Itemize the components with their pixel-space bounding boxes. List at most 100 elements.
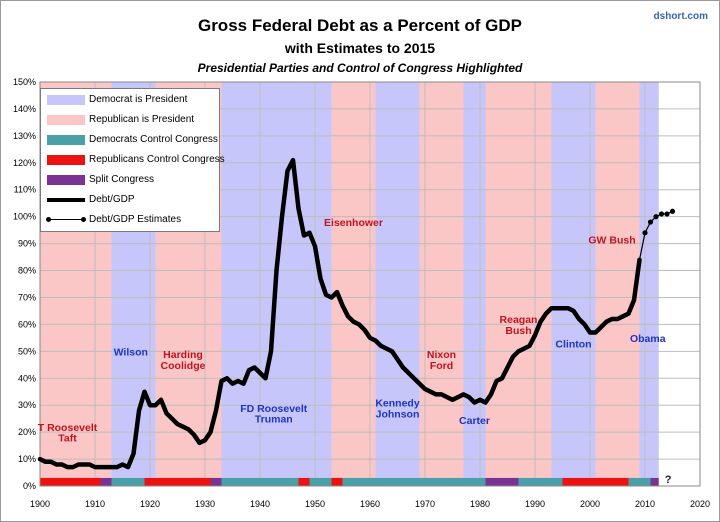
president-band-d xyxy=(375,82,420,478)
legend-item-democrat-congress: Democrats Control Congress xyxy=(41,131,219,149)
congress-band-s xyxy=(210,477,222,486)
president-band-r xyxy=(595,82,640,478)
estimate-point xyxy=(658,211,665,217)
y-tick-label: 50% xyxy=(18,346,36,356)
president-label: GW Bush xyxy=(588,235,635,247)
legend-item-debt-estimates: Debt/GDP Estimates xyxy=(41,211,219,229)
legend-swatch-democrat-president xyxy=(47,95,85,105)
legend-label: Democrats Control Congress xyxy=(89,134,218,145)
president-label: Harding xyxy=(163,349,203,361)
estimate-point xyxy=(664,211,670,217)
president-band-d xyxy=(639,82,659,478)
congress-band-d xyxy=(309,477,332,486)
legend-label: Democrat is President xyxy=(89,94,188,105)
president-band-r xyxy=(331,82,376,478)
president-label: Kennedy xyxy=(375,398,420,410)
president-label: Taft xyxy=(58,433,77,445)
x-tick-label: 1920 xyxy=(140,499,160,509)
y-tick-label: 120% xyxy=(13,158,36,168)
y-tick-label: 110% xyxy=(14,185,36,195)
legend-swatch-republican-president xyxy=(47,115,85,125)
congress-band-r xyxy=(40,477,101,486)
president-label: Wilson xyxy=(114,346,148,358)
legend-swatch-estimate-line xyxy=(47,219,85,220)
x-tick-label: 1940 xyxy=(250,499,270,509)
y-tick-label: 20% xyxy=(18,427,36,437)
legend-item-republican-congress: Republicans Control Congress xyxy=(41,151,225,169)
y-tick-label: 80% xyxy=(18,266,36,276)
president-label: Truman xyxy=(255,414,293,426)
congress-band-r xyxy=(298,477,310,486)
congress-band-d xyxy=(111,477,145,486)
president-band-r xyxy=(419,82,464,478)
president-label: T Roosevelt xyxy=(38,422,98,434)
legend-label: Republican is President xyxy=(89,114,195,125)
y-tick-label: 10% xyxy=(18,454,36,464)
plot-border xyxy=(39,81,701,487)
x-tick-label: 2010 xyxy=(635,499,655,509)
congress-band-s xyxy=(650,477,659,486)
president-label: Carter xyxy=(459,415,490,427)
congress-band-r xyxy=(144,477,211,486)
president-label: Coolidge xyxy=(161,360,206,372)
y-tick-label: 30% xyxy=(18,400,36,410)
legend-label: Republicans Control Congress xyxy=(89,154,225,165)
legend-marker-dot xyxy=(46,217,51,222)
estimate-point xyxy=(653,214,659,220)
congress-band-s xyxy=(100,477,112,486)
congress-band-r xyxy=(562,477,629,486)
y-tick-label: 60% xyxy=(18,319,36,329)
y-tick-label: 130% xyxy=(13,131,36,141)
y-tick-label: 0% xyxy=(23,481,36,491)
legend-swatch-republican-congress xyxy=(47,155,85,165)
president-label: FD Roosevelt xyxy=(240,403,308,415)
legend-swatch-debt-line xyxy=(47,198,85,202)
estimate-point xyxy=(647,219,654,225)
legend-item-debt-gdp: Debt/GDP xyxy=(41,191,219,209)
estimate-point xyxy=(669,208,676,214)
x-tick-label: 1960 xyxy=(360,499,380,509)
y-tick-label: 70% xyxy=(18,292,36,302)
y-tick-label: 40% xyxy=(18,373,36,383)
congress-band-s xyxy=(485,477,519,486)
legend-item-democrat-president: Democrat is President xyxy=(41,91,219,109)
president-band-r xyxy=(485,82,552,478)
x-tick-label: 2000 xyxy=(580,499,600,509)
x-tick-label: 1950 xyxy=(305,499,325,509)
legend-label: Debt/GDP xyxy=(89,194,135,205)
debt-gdp-line xyxy=(37,157,642,470)
x-tick-label: 1990 xyxy=(525,499,545,509)
president-label: Reagan xyxy=(500,314,538,326)
y-tick-label: 100% xyxy=(13,212,36,222)
y-tick-label: 150% xyxy=(13,77,36,87)
x-tick-label: 1910 xyxy=(85,499,105,509)
legend-label: Split Congress xyxy=(89,174,155,185)
president-label: Bush xyxy=(505,325,531,337)
legend-item-republican-president: Republican is President xyxy=(41,111,219,129)
congress-band-d xyxy=(221,477,299,486)
source-credit: dshort.com xyxy=(653,11,708,22)
x-tick-label: 1970 xyxy=(415,499,435,509)
president-band-d xyxy=(551,82,596,478)
x-tick-label: 1900 xyxy=(30,499,50,509)
president-label: Ford xyxy=(430,360,453,372)
legend-swatch-split-congress xyxy=(47,175,85,185)
chart-subtitle-italic: Presidential Parties and Control of Cong… xyxy=(197,61,523,75)
president-label: Johnson xyxy=(376,408,420,420)
chart-subtitle: with Estimates to 2015 xyxy=(284,40,436,56)
legend-label: Debt/GDP Estimates xyxy=(89,214,182,225)
chart-legend: Democrat is President Republican is Pres… xyxy=(40,88,225,232)
x-tick-label: 1930 xyxy=(195,499,215,509)
president-label: Obama xyxy=(630,333,666,345)
congress-band-d xyxy=(518,477,563,486)
president-label: Eisenhower xyxy=(324,217,383,229)
congress-band-d xyxy=(628,477,651,486)
x-tick-label: 2020 xyxy=(690,499,710,509)
y-tick-label: 140% xyxy=(13,104,36,114)
legend-marker-dot xyxy=(81,217,86,222)
legend-swatch-democrat-congress xyxy=(47,135,85,145)
congress-unknown-label: ? xyxy=(665,474,672,486)
y-tick-label: 90% xyxy=(18,239,36,249)
estimate-point xyxy=(642,230,648,236)
